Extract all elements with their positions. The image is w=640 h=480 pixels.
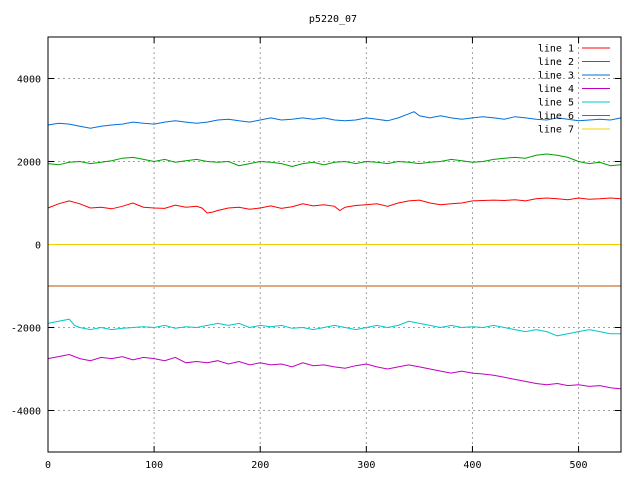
legend-label-4: line 4	[538, 84, 574, 95]
y-tick-label: 2000	[17, 158, 41, 169]
legend-label-3: line 3	[538, 71, 574, 82]
y-tick-label: -2000	[11, 324, 41, 335]
x-tick-label: 0	[45, 460, 51, 471]
series-line-5	[47, 318, 621, 337]
y-tick-label: -4000	[11, 407, 41, 418]
x-tick-label: 400	[463, 460, 481, 471]
legend-label-6: line 6	[538, 111, 574, 122]
x-axis-ticks: 0 100 200 300 400 500	[45, 37, 588, 471]
legend-label-2: line 2	[538, 57, 574, 68]
x-tick-label: 100	[145, 460, 163, 471]
series-line-1	[47, 197, 622, 214]
legend-label-1: line 1	[538, 44, 574, 55]
series-line-4	[47, 353, 622, 390]
x-tick-label: 500	[570, 460, 588, 471]
legend-label-7: line 7	[538, 125, 574, 136]
y-tick-label: 0	[35, 241, 41, 252]
legend: line 1 line 2 line 3 line 4 line 5 line 6 line…	[538, 44, 610, 136]
series-line-2	[47, 153, 622, 168]
series-line-3	[47, 111, 622, 129]
chart-title: p5220_07	[309, 14, 357, 25]
series-lines	[47, 111, 622, 390]
plot-frame	[47, 36, 622, 453]
y-tick-label: 4000	[17, 75, 41, 86]
legend-label-5: line 5	[538, 98, 574, 109]
x-tick-label: 300	[357, 460, 375, 471]
x-tick-label: 200	[251, 460, 269, 471]
